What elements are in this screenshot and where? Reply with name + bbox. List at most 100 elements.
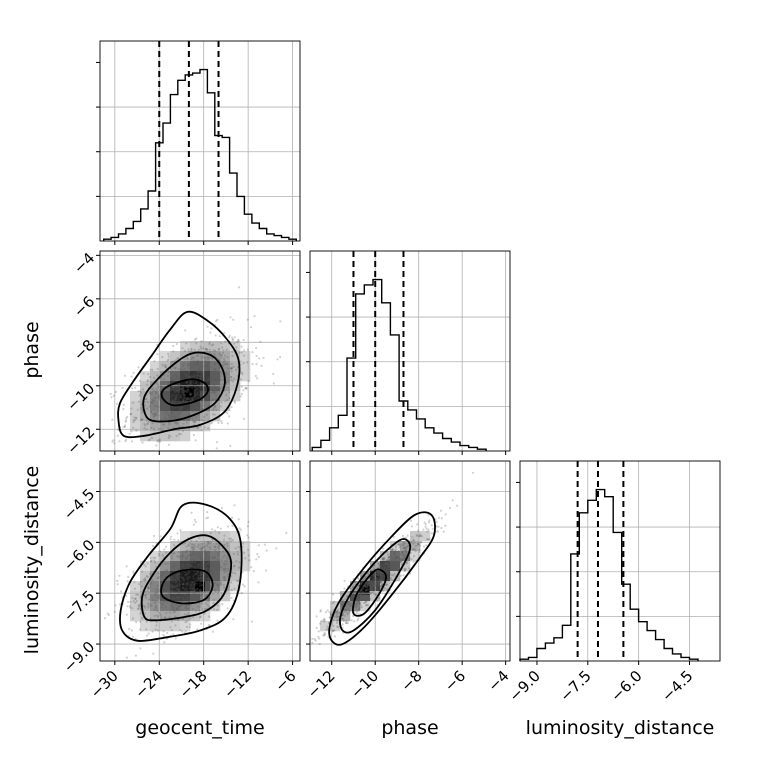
sample-point	[198, 389, 201, 392]
sample-point	[181, 391, 184, 394]
sample-point	[362, 579, 365, 583]
sample-point	[145, 593, 148, 596]
sample-point	[143, 593, 147, 597]
sample-point	[365, 595, 368, 598]
sample-point	[147, 604, 150, 607]
hist2d-cell	[160, 371, 171, 382]
sample-point	[377, 574, 380, 577]
sample-point	[205, 556, 208, 560]
sample-point	[192, 433, 195, 437]
sample-point	[168, 389, 171, 392]
sample-point	[207, 356, 210, 359]
sample-point	[203, 559, 206, 562]
sample-point	[384, 561, 388, 565]
sample-point	[154, 556, 157, 559]
x-tick-label: −6.0	[607, 667, 645, 705]
sample-point	[389, 561, 392, 564]
hist2d-cell	[210, 591, 221, 602]
hist2d-cell	[230, 581, 241, 592]
sample-point	[350, 602, 353, 605]
sample-point	[426, 538, 429, 541]
sample-point	[391, 579, 394, 582]
sample-point	[176, 406, 179, 409]
sample-point	[359, 594, 362, 597]
sample-point	[386, 579, 390, 582]
sample-point	[185, 589, 188, 592]
sample-point	[210, 565, 213, 568]
sample-point	[379, 564, 382, 568]
sample-point	[210, 344, 213, 347]
hist2d-cell	[190, 391, 201, 402]
sample-point	[217, 560, 220, 563]
sample-point	[174, 610, 177, 613]
sample-point	[181, 586, 184, 590]
sample-point	[394, 564, 397, 567]
sample-point	[381, 575, 384, 578]
sample-point	[219, 584, 223, 587]
sample-point	[223, 357, 226, 360]
sample-point	[181, 596, 184, 600]
sample-point	[318, 637, 321, 640]
sample-point	[195, 370, 198, 373]
sample-point	[189, 392, 192, 395]
sample-point	[257, 544, 260, 547]
sample-point	[150, 436, 154, 440]
sample-point	[196, 596, 199, 599]
sample-point	[218, 358, 221, 361]
hist2d-cell	[380, 551, 391, 562]
sample-point	[190, 584, 193, 587]
sample-point	[118, 574, 121, 577]
sample-point	[195, 380, 198, 383]
sample-point	[365, 600, 368, 603]
sample-point	[155, 412, 158, 415]
sample-point	[195, 388, 198, 391]
sample-point	[190, 564, 194, 568]
sample-point	[401, 558, 404, 562]
sample-point	[184, 613, 187, 616]
sample-point	[376, 599, 379, 602]
sample-point	[198, 609, 201, 612]
hist2d-cell	[160, 401, 171, 412]
sample-point	[178, 598, 181, 601]
sample-point	[241, 371, 244, 374]
sample-point	[212, 592, 215, 595]
sample-point	[228, 537, 231, 540]
sample-point	[373, 578, 376, 581]
sample-point	[222, 361, 225, 364]
sample-point	[206, 361, 209, 364]
sample-point	[352, 592, 355, 595]
sample-point	[389, 567, 392, 570]
sample-point	[346, 622, 349, 625]
sample-point	[160, 606, 163, 609]
sample-point	[233, 401, 237, 404]
sample-point	[341, 598, 344, 601]
sample-point	[415, 534, 418, 538]
sample-point	[199, 597, 202, 600]
sample-point	[387, 568, 390, 572]
sample-point	[167, 443, 171, 446]
sample-point	[181, 429, 185, 432]
hist2d-cell	[140, 611, 151, 622]
sample-point	[217, 554, 220, 557]
hist2d-cell	[140, 591, 151, 602]
sample-point	[352, 595, 355, 598]
sample-point	[350, 619, 353, 622]
sample-point	[206, 365, 209, 368]
sample-point	[199, 406, 202, 409]
hist2d-cell	[150, 411, 161, 422]
sample-point	[147, 586, 150, 589]
sample-point	[201, 583, 204, 586]
sample-point	[186, 383, 189, 386]
hist2d-cell	[400, 561, 411, 572]
sample-point	[208, 567, 211, 570]
sample-point	[311, 637, 314, 640]
sample-point	[208, 382, 211, 385]
sample-point	[177, 385, 180, 388]
sample-point	[211, 383, 214, 386]
sample-point	[196, 362, 199, 365]
hist2d-cell	[180, 571, 191, 582]
sample-point	[388, 571, 391, 574]
sample-point	[166, 596, 169, 599]
sample-point	[204, 359, 207, 362]
sample-point	[414, 548, 417, 551]
